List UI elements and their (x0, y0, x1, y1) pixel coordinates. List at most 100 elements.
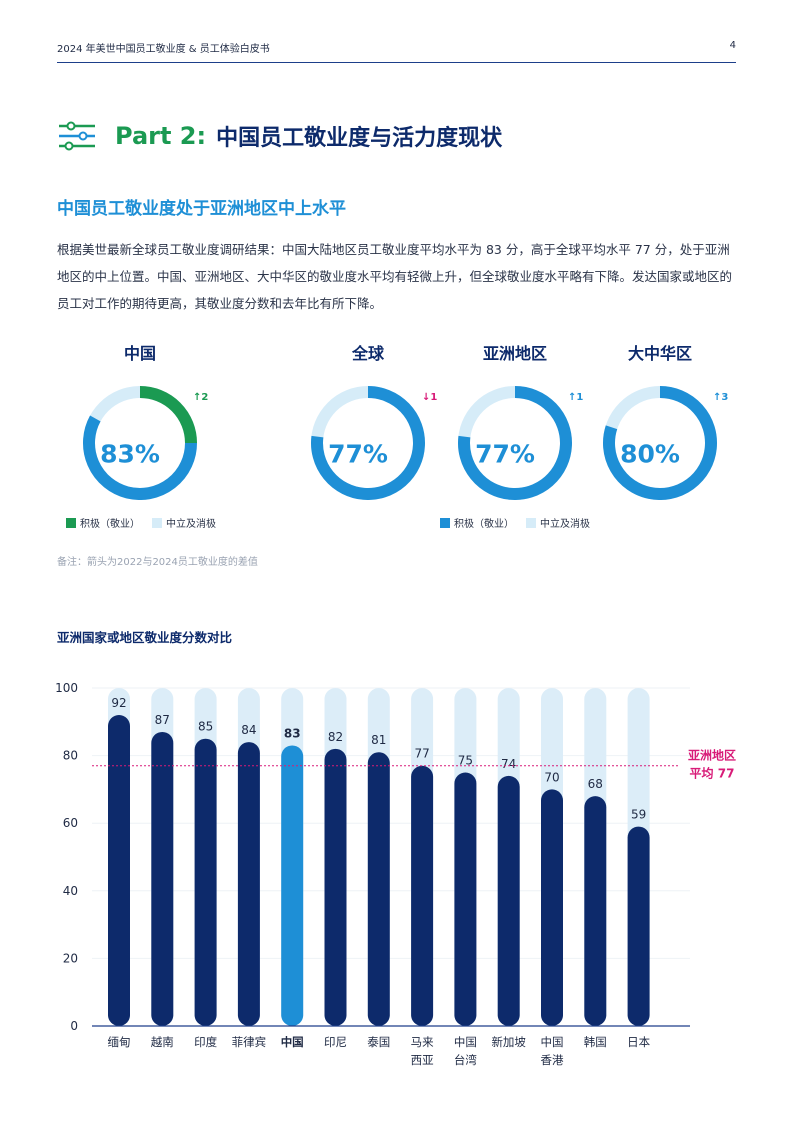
data-label: 87 (155, 713, 170, 727)
x-tick-label: 台湾 (454, 1053, 477, 1067)
legend-label: 积极（敬业） (454, 519, 514, 530)
change-value: 2 (201, 392, 209, 403)
y-tick-label: 20 (63, 951, 78, 965)
legend-swatch (526, 517, 536, 528)
bar (237, 742, 260, 1026)
chart-title: 亚洲国家或地区敬业度分数对比 (57, 630, 233, 645)
legend-swatch (440, 517, 450, 528)
data-label: 81 (371, 733, 386, 747)
legend-item-positive: 积极（敬业） (66, 515, 140, 530)
donut-value: 77% (328, 439, 388, 469)
y-tick-label: 100 (55, 681, 78, 695)
bar (151, 731, 174, 1026)
x-tick-label: 中国 (281, 1035, 304, 1049)
donut-value: 83% (100, 439, 160, 469)
donut-label: 中国 (123, 344, 156, 363)
donut-value: 77% (475, 439, 535, 469)
x-tick-label: 日本 (627, 1035, 650, 1049)
legend-item-positive: 积极（敬业） (440, 515, 514, 530)
bar (367, 752, 390, 1026)
bar (584, 796, 607, 1026)
bar (108, 715, 130, 1026)
legend-label: 中立及消极 (166, 519, 216, 530)
bar (324, 748, 347, 1026)
data-label: 84 (241, 723, 256, 737)
data-label: 85 (198, 720, 213, 734)
donut-chart (458, 386, 572, 500)
x-tick-label: 印度 (194, 1035, 217, 1049)
donut-arc-positive (458, 386, 572, 500)
x-tick-label: 中国 (454, 1035, 477, 1049)
footnote: 备注：箭头为2022与2024员工敬业度的差值 (57, 557, 258, 568)
donut-label: 全球 (351, 344, 384, 363)
x-tick-label: 菲律宾 (232, 1035, 267, 1049)
y-tick-label: 60 (63, 816, 78, 830)
y-tick-label: 80 (63, 749, 78, 763)
bar (194, 738, 217, 1026)
y-tick-label: 0 (70, 1019, 78, 1033)
data-label: 92 (111, 696, 126, 710)
bar (497, 775, 520, 1026)
change-indicator: ↓1 (422, 392, 438, 403)
bar (627, 826, 650, 1026)
x-tick-label: 香港 (541, 1053, 564, 1067)
x-tick-label: 中国 (541, 1035, 564, 1049)
bar (281, 745, 304, 1026)
page-header: 2024 年美世中国员工敬业度 & 员工体验白皮书 4 (57, 36, 736, 63)
donut-global: 全球 77% ↓1 (298, 340, 438, 500)
section-subtitle: 中国员工敬业度处于亚洲地区中上水平 (57, 199, 346, 219)
y-tick-label: 40 (63, 884, 78, 898)
donut-arc-positive (603, 386, 717, 500)
sliders-icon (59, 121, 95, 151)
bar-chart: 0 20 40 60 80 100 92 缅甸 87 越南 85 印度 84 菲律宾 83 中国 82 印尼 81 泰… (55, 681, 736, 1067)
donut-arc-positive (139, 386, 197, 444)
change-indicator: ↑1 (568, 392, 584, 403)
legend-label: 积极（敬业） (80, 519, 140, 530)
change-indicator: ↑3 (713, 392, 729, 403)
donut-arc-positive (311, 386, 425, 500)
donut-chart (83, 386, 197, 500)
donut-value: 80% (620, 439, 680, 469)
x-tick-label: 马来 (411, 1035, 434, 1049)
page-number: 4 (729, 40, 736, 51)
donut-chart (603, 386, 717, 500)
legend-swatch (152, 517, 162, 528)
donut-greater-china: 大中华区 80% ↑3 (590, 340, 730, 500)
donut-china: 中国 83% ↑2 (70, 340, 210, 500)
legend-item-neutral: 中立及消极 (152, 515, 216, 530)
bar (541, 789, 563, 1026)
document-title: 2024 年美世中国员工敬业度 & 员工体验白皮书 (57, 44, 270, 55)
bar (454, 772, 477, 1026)
part-label: Part 2: (115, 122, 207, 150)
legend-swatch (66, 517, 76, 528)
x-tick-label: 越南 (151, 1035, 174, 1049)
legend-left: 积极（敬业） 中立及消极 (66, 515, 228, 530)
x-tick-label: 印尼 (324, 1035, 347, 1049)
x-tick-label: 西亚 (411, 1053, 434, 1067)
bar (411, 765, 434, 1026)
legend-right: 积极（敬业） 中立及消极 (440, 515, 602, 530)
x-tick-label: 缅甸 (108, 1035, 131, 1049)
donut-label: 亚洲地区 (482, 344, 547, 363)
data-label: 77 (414, 747, 429, 761)
change-value: 1 (576, 392, 584, 403)
data-label: 74 (501, 757, 516, 771)
data-label: 75 (458, 754, 473, 768)
data-label: 59 (631, 808, 646, 822)
data-label: 68 (588, 777, 603, 791)
donut-chart (311, 386, 425, 500)
part-title: 中国员工敬业度与活力度现状 (216, 126, 503, 151)
donut-label: 大中华区 (627, 344, 692, 363)
reference-label: 亚洲地区 (688, 748, 736, 763)
body-paragraph: 根据美世最新全球员工敬业度调研结果：中国大陆地区员工敬业度平均水平为 83 分，… (57, 242, 733, 311)
data-label: 70 (544, 770, 559, 784)
donut-arc-positive (83, 415, 197, 500)
data-label: 83 (284, 726, 301, 740)
change-value: 3 (721, 392, 729, 403)
legend-item-neutral: 中立及消极 (526, 515, 590, 530)
data-label: 82 (328, 730, 343, 744)
legend-label: 中立及消极 (540, 519, 590, 530)
reference-label: 平均 77 (690, 766, 735, 781)
x-tick-label: 泰国 (367, 1035, 390, 1049)
part-heading: Part 2: 中国员工敬业度与活力度现状 (57, 118, 502, 154)
